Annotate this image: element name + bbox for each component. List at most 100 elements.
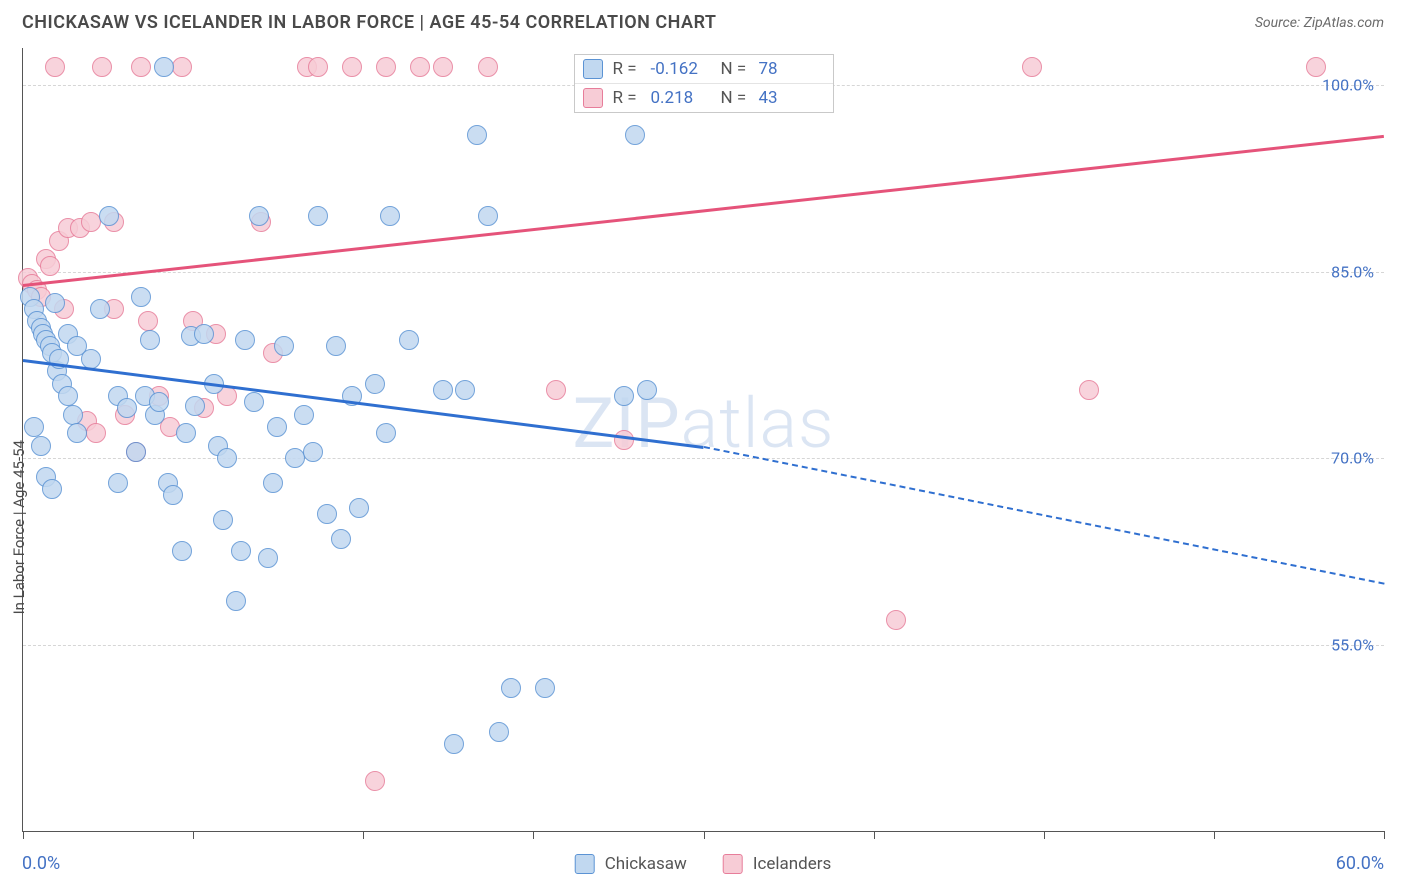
point-chickasaw [331, 529, 351, 549]
point-icelanders [478, 57, 498, 77]
stats-row-b: R = 0.218 N = 43 [575, 83, 833, 112]
point-chickasaw [63, 405, 83, 425]
point-chickasaw [154, 57, 174, 77]
stat-n-value-b: 43 [759, 88, 819, 108]
point-chickasaw [24, 417, 44, 437]
point-chickasaw [489, 722, 509, 742]
watermark-light: atlas [681, 383, 835, 465]
stat-n-label: N = [721, 88, 749, 108]
point-chickasaw [625, 125, 645, 145]
point-icelanders [308, 57, 328, 77]
point-chickasaw [131, 287, 151, 307]
point-chickasaw [163, 485, 183, 505]
point-chickasaw [172, 541, 192, 561]
stat-n-label: N = [721, 59, 749, 79]
point-chickasaw [455, 380, 475, 400]
point-icelanders [172, 57, 192, 77]
point-chickasaw [274, 336, 294, 356]
y-tick-label: 55.0% [1331, 635, 1374, 654]
stat-r-value-a: -0.162 [651, 59, 711, 79]
point-chickasaw [244, 392, 264, 412]
point-chickasaw [303, 442, 323, 462]
point-chickasaw [149, 392, 169, 412]
stat-r-label: R = [613, 88, 641, 108]
point-icelanders [81, 212, 101, 232]
point-chickasaw [444, 734, 464, 754]
point-chickasaw [81, 349, 101, 369]
point-icelanders [40, 256, 60, 276]
point-chickasaw [235, 330, 255, 350]
point-chickasaw [478, 206, 498, 226]
point-icelanders [546, 380, 566, 400]
point-icelanders [342, 57, 362, 77]
swatch-series-b [723, 854, 743, 874]
swatch-series-a [575, 854, 595, 874]
point-icelanders [376, 57, 396, 77]
stat-n-value-a: 78 [759, 59, 819, 79]
point-chickasaw [31, 436, 51, 456]
point-chickasaw [217, 448, 237, 468]
x-max-label: 60.0% [1336, 853, 1384, 874]
x-tick [1384, 831, 1385, 839]
point-chickasaw [285, 448, 305, 468]
point-icelanders [1022, 57, 1042, 77]
y-tick-label: 85.0% [1331, 262, 1374, 281]
swatch-series-b [583, 88, 603, 108]
point-chickasaw [637, 380, 657, 400]
point-icelanders [410, 57, 430, 77]
point-chickasaw [317, 504, 337, 524]
point-chickasaw [45, 293, 65, 313]
chart-area: In Labor Force | Age 45-54 ZIPatlas 55.0… [22, 48, 1384, 832]
legend-item-b: Icelanders [723, 854, 831, 874]
point-icelanders [433, 57, 453, 77]
point-chickasaw [108, 473, 128, 493]
point-chickasaw [226, 591, 246, 611]
grid-line [23, 645, 1384, 646]
point-chickasaw [614, 386, 634, 406]
point-chickasaw [249, 206, 269, 226]
stats-row-a: R = -0.162 N = 78 [575, 55, 833, 83]
point-icelanders [886, 610, 906, 630]
point-chickasaw [267, 417, 287, 437]
stat-r-label: R = [613, 59, 641, 79]
x-tick [1214, 831, 1215, 839]
point-chickasaw [140, 330, 160, 350]
point-chickasaw [58, 386, 78, 406]
point-icelanders [1306, 57, 1326, 77]
legend-label-a: Chickasaw [605, 854, 687, 874]
point-chickasaw [365, 374, 385, 394]
point-chickasaw [467, 125, 487, 145]
point-chickasaw [376, 423, 396, 443]
x-tick [533, 831, 534, 839]
point-chickasaw [308, 206, 328, 226]
trendline [703, 446, 1384, 585]
x-tick [874, 831, 875, 839]
point-chickasaw [185, 396, 205, 416]
point-chickasaw [380, 206, 400, 226]
point-chickasaw [117, 398, 137, 418]
y-tick-label: 100.0% [1322, 76, 1374, 95]
source-label: Source: ZipAtlas.com [1255, 15, 1384, 31]
plot-region: ZIPatlas 55.0%70.0%85.0%100.0% [23, 48, 1384, 831]
point-chickasaw [535, 678, 555, 698]
point-icelanders [365, 771, 385, 791]
point-chickasaw [349, 498, 369, 518]
x-tick [704, 831, 705, 839]
point-icelanders [45, 57, 65, 77]
point-icelanders [138, 311, 158, 331]
point-chickasaw [294, 405, 314, 425]
point-icelanders [92, 57, 112, 77]
point-chickasaw [90, 299, 110, 319]
x-tick [193, 831, 194, 839]
swatch-series-a [583, 59, 603, 79]
legend-item-a: Chickasaw [575, 854, 687, 874]
point-chickasaw [67, 423, 87, 443]
x-tick [23, 831, 24, 839]
point-chickasaw [433, 380, 453, 400]
watermark: ZIPatlas [573, 383, 835, 465]
point-chickasaw [42, 479, 62, 499]
point-icelanders [131, 57, 151, 77]
chart-title: CHICKASAW VS ICELANDER IN LABOR FORCE | … [22, 12, 717, 33]
x-min-label: 0.0% [22, 853, 60, 874]
point-chickasaw [99, 206, 119, 226]
